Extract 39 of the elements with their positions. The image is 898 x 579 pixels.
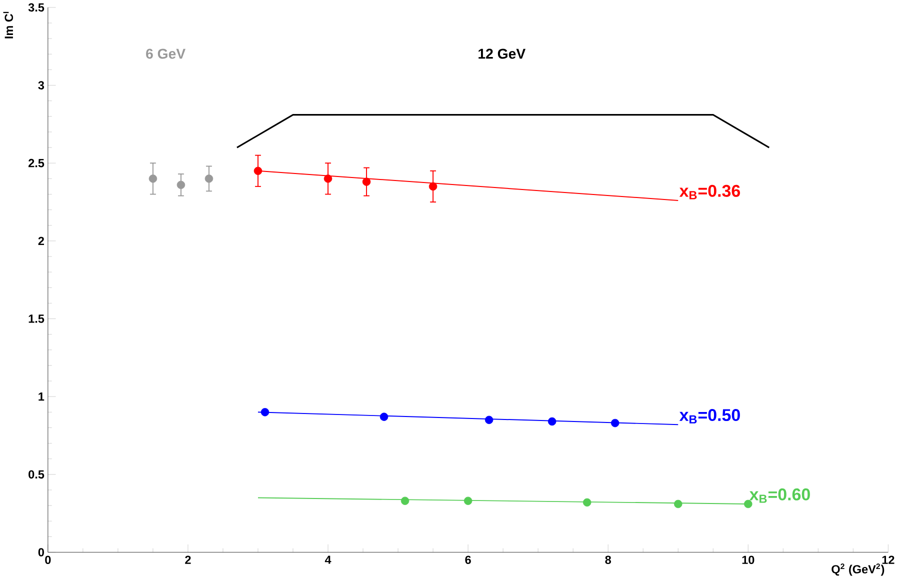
point — [610, 418, 620, 428]
y-tick-label: 1 — [38, 392, 44, 401]
point — [400, 496, 410, 505]
y-tick-label: 0 — [38, 548, 44, 556]
x-tick-label: 6 — [465, 556, 471, 564]
point — [254, 166, 262, 175]
point — [362, 178, 371, 186]
y-axis-title: Im C$^{I}$ — [3, 12, 14, 38]
series-label: x$_{B}$=0.36 — [679, 184, 740, 200]
point — [548, 417, 556, 426]
point — [744, 500, 752, 508]
point — [582, 498, 592, 507]
point — [324, 174, 332, 183]
y-tick-label: 3 — [38, 81, 44, 90]
point — [176, 180, 186, 190]
x-tick-label: 8 — [605, 556, 612, 564]
x-tick-label: 4 — [324, 556, 332, 564]
x-axis-title: Q$^{2}$ (GeV$^{2}$) — [832, 564, 884, 576]
series-label: x$_{B}$=0.50 — [679, 409, 740, 424]
series-label: x$_{B}$=0.60 — [749, 488, 810, 503]
y-tick-label: 2.5 — [28, 158, 44, 168]
y-tick-label: 1.5 — [28, 314, 44, 323]
point — [148, 174, 158, 183]
annotation: 6 GeV — [146, 48, 186, 59]
y-tick-label: 2 — [38, 236, 44, 246]
y-tick-label: 3.5 — [28, 3, 44, 12]
x-tick-label: 10 — [742, 556, 754, 564]
point — [674, 500, 682, 508]
y-tick-label: 0.5 — [28, 470, 44, 479]
x-tick-label: 2 — [185, 556, 191, 564]
point — [204, 174, 214, 183]
point — [428, 182, 438, 191]
annotation: 12 GeV — [478, 48, 526, 59]
point — [380, 412, 388, 421]
point — [260, 408, 270, 416]
point — [464, 496, 472, 505]
point — [484, 416, 494, 424]
x-tick-label: 0 — [45, 556, 51, 564]
x-tick-label: 12 — [882, 556, 894, 564]
